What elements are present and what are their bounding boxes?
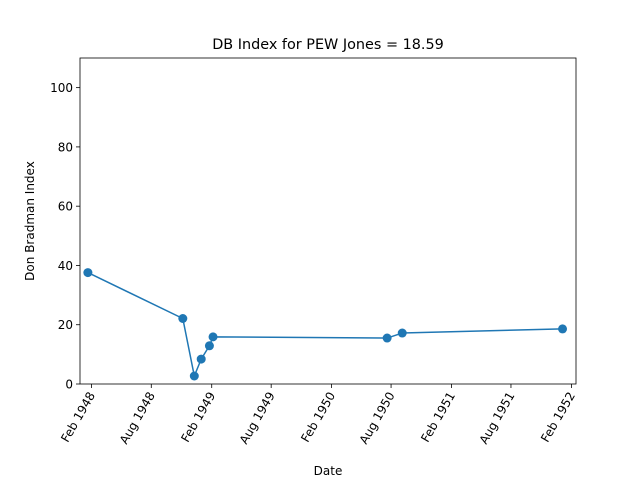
- data-point: [196, 354, 206, 364]
- y-tick-label: 0: [65, 378, 73, 392]
- data-point: [189, 371, 199, 381]
- y-tick-label: 60: [58, 200, 73, 214]
- y-axis-label: Don Bradman Index: [23, 161, 37, 281]
- y-tick-label: 100: [50, 81, 73, 95]
- x-axis-label: Date: [314, 464, 343, 478]
- data-point: [558, 324, 568, 334]
- data-point: [397, 328, 407, 338]
- series-layer: [83, 268, 568, 381]
- y-tick-label: 40: [58, 259, 73, 273]
- data-point: [204, 341, 214, 351]
- data-point: [83, 268, 93, 278]
- y-tick-label: 20: [58, 318, 73, 332]
- chart-title: DB Index for PEW Jones = 18.59: [212, 37, 444, 53]
- data-point: [208, 332, 218, 342]
- plot-frame: [79, 57, 577, 385]
- data-point: [178, 314, 188, 323]
- y-tick-label: 80: [58, 140, 73, 154]
- data-point: [382, 333, 392, 343]
